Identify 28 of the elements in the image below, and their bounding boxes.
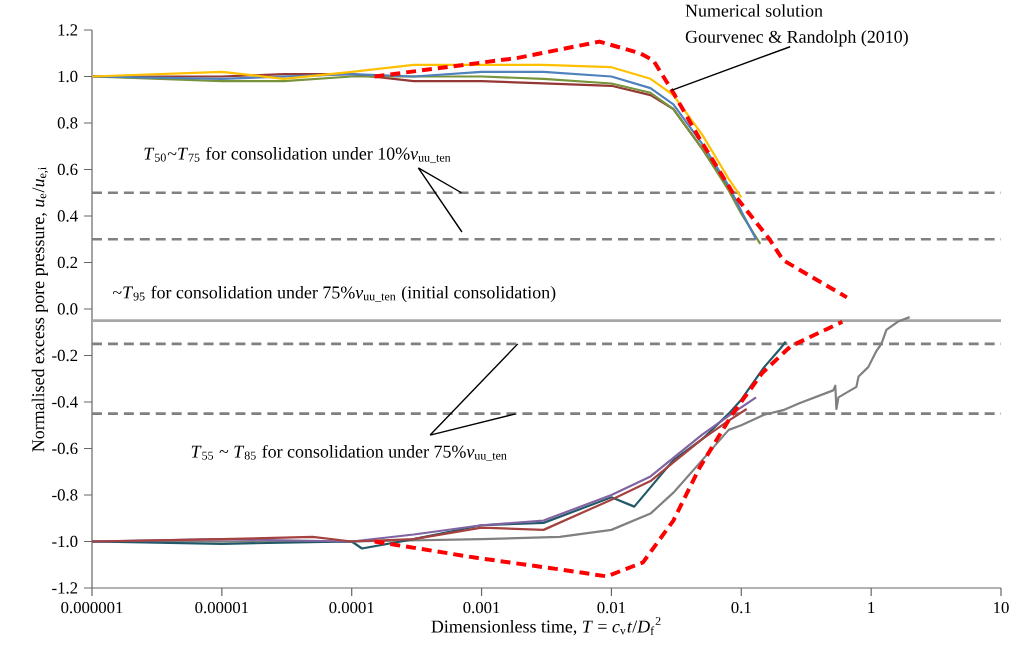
y-axis-title: Normalised excess pore pressure, u$_{e}$/u$_{e,i}$ [31, 167, 48, 452]
annotation: T$_{50}$~T$_{75}$ for consolidation under 10%v$_{uu_ten}$ [144, 146, 451, 164]
x-tick-label: 0.001 [463, 601, 500, 614]
y-tick-label: -0.6 [52, 442, 78, 455]
x-tick-label: 1 [868, 601, 875, 613]
y-tick-label: 1.2 [58, 24, 78, 36]
x-tick-label: 0.0001 [329, 601, 374, 614]
text: Dimensionless time, T = c$_{v}$t/D$_{f}$2 [431, 616, 661, 636]
y-tick-label: 0.6 [57, 163, 78, 176]
y-tick-label: -0.2 [52, 349, 78, 362]
y-tick-label: 0.8 [57, 117, 78, 129]
y-tick-label: -1.0 [52, 535, 78, 548]
text: Numerical solution [685, 4, 823, 17]
x-tick-label: 0.01 [597, 601, 626, 614]
annotation: T$_{55}$ ~ T$_{85}$ for consolidation under 75%v$_{uu_ten}$ [191, 444, 507, 462]
annotation: ~T$_{95}$ for consolidation under 75%v$_{uu_ten}$ (initial consolidation) [112, 285, 556, 303]
y-tick-label: 0.4 [57, 210, 78, 222]
y-tick-label: -0.8 [52, 489, 78, 501]
x-tick-label: 0.00001 [195, 601, 249, 614]
y-tick-label: -1.2 [52, 582, 78, 594]
y-tick-label: 0.0 [57, 303, 78, 315]
x-tick-label: 10 [994, 601, 1009, 614]
y-tick-label: 1.0 [58, 70, 78, 83]
y-tick-label: -0.4 [52, 396, 78, 408]
annotation: Gourvenec & Randolph (2010) [685, 30, 908, 47]
x-tick-label: 0.1 [731, 601, 751, 614]
x-tick-label: 0.000001 [61, 601, 123, 614]
y-tick-label: 0.2 [57, 256, 78, 269]
